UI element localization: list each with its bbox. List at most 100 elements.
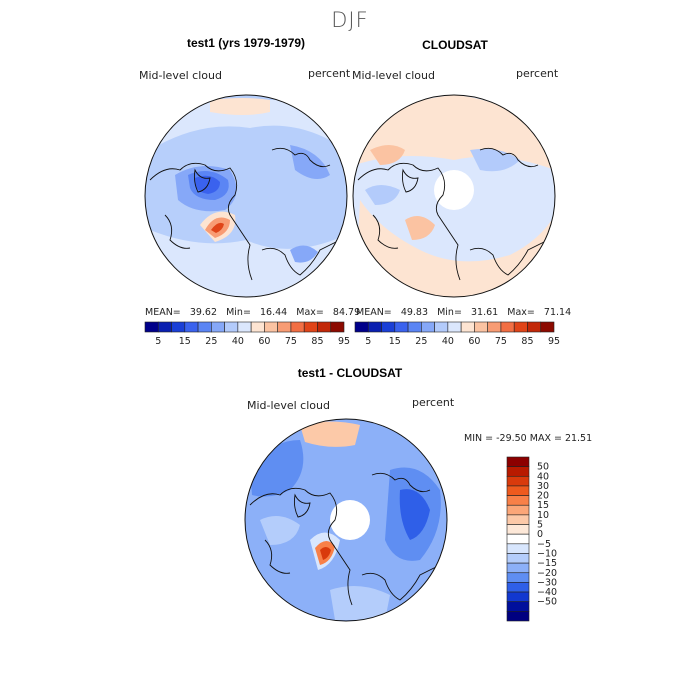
panel3-title: test1 - CLOUDSAT [297, 366, 403, 380]
colorbar-panel2-tick-label: 40 [442, 336, 454, 347]
colorbar-panel3-swatch [506, 485, 530, 496]
colorbar-panel2-tick-label: 95 [548, 336, 560, 347]
colorbar-panel3-swatch [506, 562, 530, 574]
colorbar-panel3-tick-label: 40 [537, 471, 549, 482]
map1-heatmap [145, 95, 347, 297]
colorbar-panel2-swatch [421, 321, 435, 333]
colorbar-panel2-tick-label: 75 [495, 336, 507, 347]
map3-coastlines [249, 472, 441, 606]
colorbar-panel2-tick-label: 85 [521, 336, 533, 347]
panel2-mean-value: 49.83 [400, 307, 429, 318]
colorbar-panel1-swatch [303, 321, 318, 333]
colorbar-panel1-tick-label: 85 [311, 336, 323, 347]
colorbar-panel1-tick-label: 95 [338, 336, 350, 347]
colorbar-panel3-swatch [506, 466, 530, 477]
colorbar-panel3-swatch [506, 582, 530, 593]
colorbar-panel3-tick-label: −10 [537, 548, 557, 559]
colorbar-panel1-tick-label: 60 [258, 336, 270, 347]
colorbar-panel1-swatch [277, 321, 292, 333]
colorbar-panel3-tick-label: 0 [537, 529, 543, 540]
colorbar-panel3-tick-label: 15 [537, 500, 549, 511]
colorbar-panel1-swatch [157, 321, 172, 333]
colorbar-panel1-swatch [317, 321, 332, 333]
colorbar-panel1-swatch [184, 321, 199, 333]
colorbar-panel2-tick-label: 5 [365, 336, 371, 347]
colorbar-panel2-swatch [447, 321, 462, 333]
colorbar-panel3-swatch [506, 553, 530, 564]
colorbar-panel3-tick-label: 30 [537, 481, 549, 492]
colorbar-panel1-tick-label: 25 [205, 336, 217, 347]
panel1-max-label: Max= [296, 307, 324, 318]
colorbar-panel2-swatch [394, 321, 409, 333]
panel3-minmax: MIN = -29.50 MAX = 21.51 [464, 433, 593, 444]
colorbar-panel1-swatch [224, 321, 239, 333]
colorbar-panel2-swatch [367, 321, 382, 333]
colorbar-panel2-swatch [527, 321, 542, 333]
map2-border [352, 94, 556, 298]
colorbar-panel2-swatch [407, 321, 422, 333]
colorbar-panel3-tick-label: −5 [537, 539, 551, 550]
panel1-variable-label: Mid-level cloud [139, 69, 222, 82]
colorbar-panel1-swatch [197, 321, 212, 333]
panel1-min-value: 16.44 [259, 307, 288, 318]
colorbar-panel3-tick-label: 20 [537, 491, 549, 502]
colorbar-panel3-tick-label: −40 [537, 587, 557, 598]
colorbar-panel3-swatch [506, 514, 530, 525]
colorbar-panel1-swatch [237, 321, 252, 333]
colorbar-panel2-swatch [460, 321, 475, 333]
colorbar-panel1-swatch [171, 321, 186, 333]
colorbar-panel2-tick-label: 25 [415, 336, 427, 347]
panel2-stats: MEAN= 49.83 Min= 31.61 Max= 71.14 [356, 307, 571, 318]
main-title: DJF [331, 8, 369, 32]
colorbar-panel1-tick-label: 40 [232, 336, 244, 347]
panel2-min-label: Min= [437, 307, 462, 318]
map3-border [244, 418, 448, 622]
panel1-stats: MEAN= 39.62 Min= 16.44 Max= 84.79 [145, 307, 360, 318]
colorbar-panel3-tick-label: 10 [537, 510, 549, 521]
panel1-title: test1 (yrs 1979-1979) [186, 36, 306, 50]
colorbar-panel2-swatch [354, 321, 369, 333]
panel3-variable-label: Mid-level cloud [247, 399, 330, 412]
panel2-min-value: 31.61 [470, 307, 499, 318]
panel2-title: CLOUDSAT [422, 38, 488, 52]
colorbar-panel2: 5 15 25 40 60 75 85 95 [354, 321, 560, 347]
panel1-mean-value: 39.62 [189, 307, 218, 318]
colorbar-panel1-swatch [290, 321, 305, 333]
colorbar-panel3-swatch [506, 495, 530, 506]
colorbar-panel3-swatch [506, 524, 530, 535]
colorbar-panel1-swatch [144, 321, 159, 333]
colorbar-panel1-swatch [330, 321, 345, 333]
colorbar-panel2-swatch [487, 321, 502, 333]
colorbar-panel3-swatch [506, 533, 530, 545]
colorbar-panel2-swatch [500, 321, 515, 333]
panel3-units-label: percent [412, 396, 455, 409]
panel1-min-label: Min= [226, 307, 251, 318]
panel2-mean-label: MEAN= [356, 307, 392, 318]
panel1-units-label: percent [308, 67, 351, 80]
colorbar-panel2-swatch [513, 321, 528, 333]
colorbar-panel3-tick-label: −15 [537, 558, 557, 569]
map2-coastlines [357, 147, 549, 281]
colorbar-panel1-swatch [250, 321, 265, 333]
panel2-variable-label: Mid-level cloud [352, 69, 435, 82]
colorbar-panel3-tick-label: −50 [537, 597, 557, 608]
colorbar-panel1: 5 15 25 40 60 75 85 95 [144, 321, 350, 347]
colorbar-panel3-tick-label: −20 [537, 568, 557, 579]
colorbar-panel3-swatch [506, 504, 530, 516]
colorbar-panel3-tick-label: 5 [537, 520, 543, 531]
colorbar-panel2-swatch [540, 321, 555, 333]
colorbar-panel3-swatch [506, 456, 530, 467]
colorbar-panel2-tick-label: 60 [468, 336, 480, 347]
map3-heatmap [245, 419, 447, 621]
colorbar-panel3-swatch [506, 601, 530, 612]
panel2-units-label: percent [516, 67, 559, 80]
map1-coastlines [149, 147, 341, 281]
colorbar-panel3-swatch [506, 611, 530, 622]
colorbar-panel1-tick-label: 5 [155, 336, 161, 347]
map2-heatmap [353, 95, 555, 297]
colorbar-panel3-swatch [506, 591, 530, 603]
colorbar-panel3-swatch [506, 543, 530, 554]
colorbar-panel3-swatch [506, 475, 530, 487]
